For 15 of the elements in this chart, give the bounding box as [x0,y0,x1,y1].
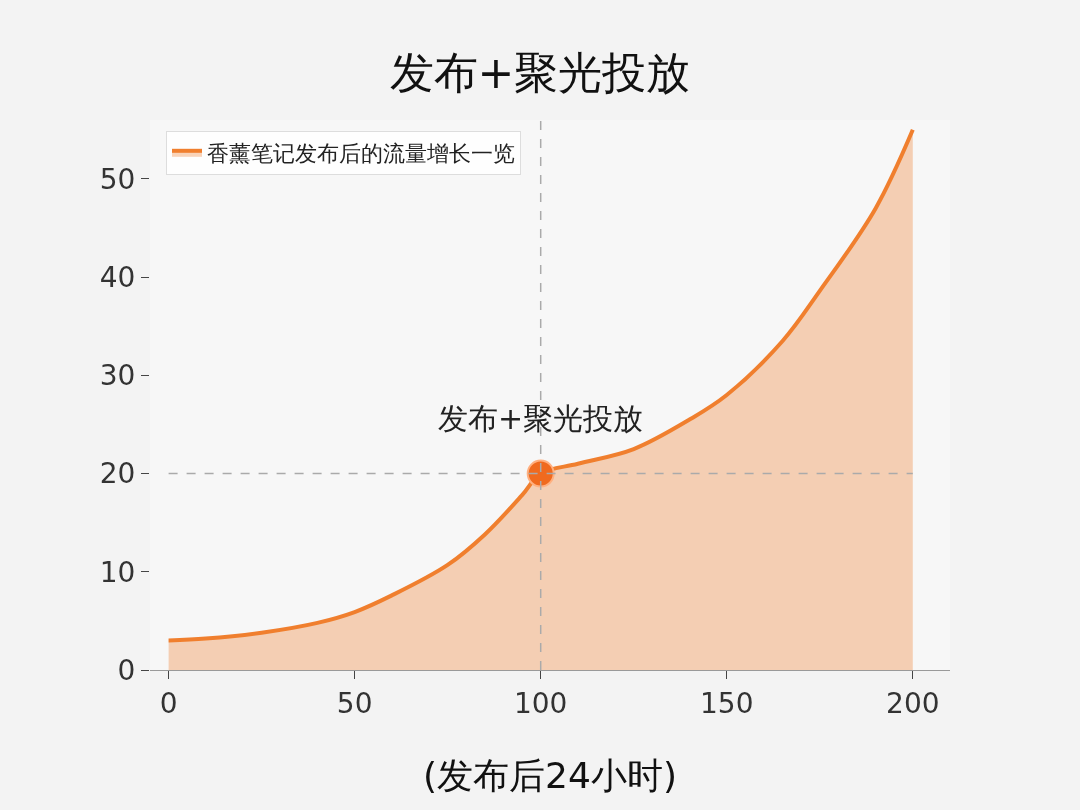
y-tick-label: 0 [117,653,136,687]
x-tick-label: 100 [513,686,568,720]
y-tick-label: 40 [99,260,136,294]
x-tick-label: 50 [336,686,373,720]
x-axis-title: (发布后24小时) [423,755,677,796]
x-tick-label: 0 [159,686,178,720]
chart-title: 发布+聚光投放 [389,46,691,98]
y-tick-label: 50 [99,162,136,196]
y-tick-label: 30 [99,359,136,393]
x-tick-label: 200 [886,686,940,720]
y-tick-label: 10 [99,555,136,589]
y-tick-label: 20 [99,457,136,491]
legend-label: 香薰笔记发布后的流量增长一览 [207,141,515,167]
annotation: 发布+聚光投放 [438,401,644,436]
x-tick-label: 150 [700,686,754,720]
